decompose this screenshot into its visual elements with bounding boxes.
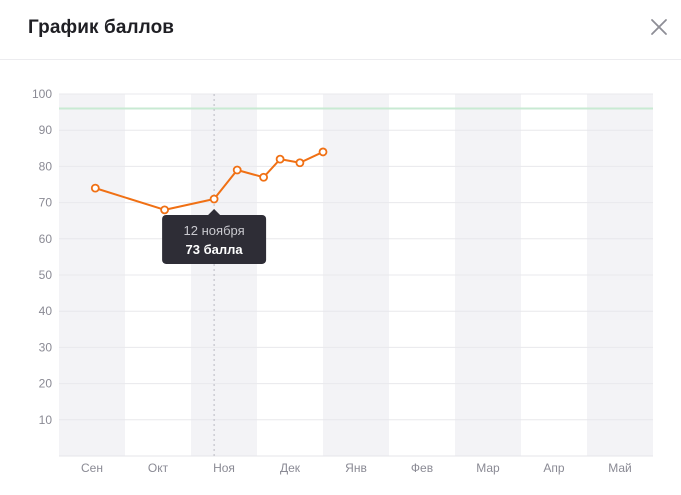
score-chart: 10 20 30 40 50 60 70 80 90 100 Сен Окт Ноя Дек Янв Фев…	[32, 87, 653, 475]
modal-title: График баллов	[28, 17, 175, 38]
close-icon[interactable]	[648, 16, 670, 38]
tooltip-date: 12 ноября	[184, 223, 245, 238]
y-tick-label: 100	[32, 87, 52, 101]
tooltip-value: 73 балла	[186, 242, 244, 257]
y-tick-label: 20	[39, 377, 53, 391]
x-tick-label: Апр	[543, 461, 565, 475]
data-point	[232, 165, 242, 175]
modal-header: График баллов	[0, 0, 681, 60]
data-point	[259, 172, 269, 182]
data-point	[318, 147, 328, 157]
y-tick-label: 10	[39, 413, 53, 427]
data-point	[160, 205, 170, 215]
y-tick-label: 80	[39, 159, 53, 173]
x-tick-label: Дек	[280, 461, 301, 475]
data-point	[90, 183, 100, 193]
x-tick-label: Май	[608, 461, 632, 475]
x-tick-label: Мар	[476, 461, 500, 475]
y-tick-label: 30	[39, 340, 53, 354]
x-tick-label: Янв	[345, 461, 367, 475]
y-tick-label: 90	[39, 123, 53, 137]
y-tick-label: 50	[39, 268, 53, 282]
data-point	[295, 158, 305, 168]
x-tick-label: Сен	[81, 461, 103, 475]
tooltip-arrow	[208, 208, 221, 215]
y-tick-label: 70	[39, 196, 53, 210]
data-point	[209, 194, 219, 204]
x-tick-label: Окт	[148, 461, 169, 475]
x-tick-label: Ноя	[213, 461, 235, 475]
tooltip	[162, 214, 267, 264]
x-tick-label: Фев	[411, 461, 433, 475]
y-tick-label: 40	[39, 304, 53, 318]
y-tick-label: 60	[39, 232, 53, 246]
data-point	[275, 154, 285, 164]
